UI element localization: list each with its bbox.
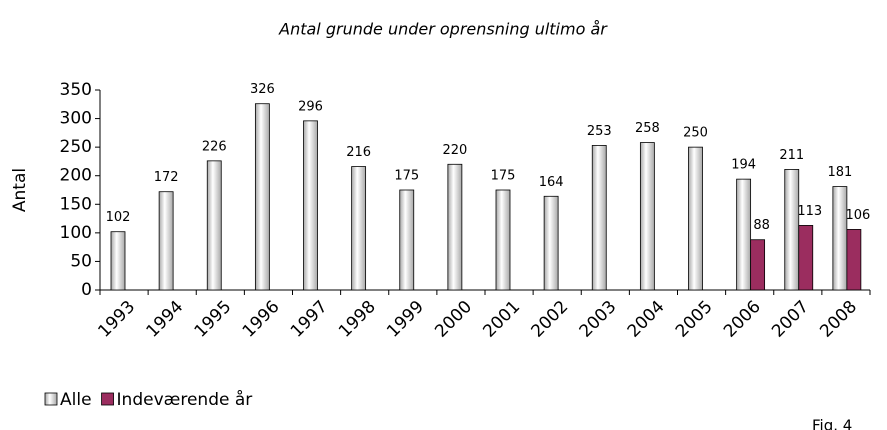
bar [206, 160, 222, 291]
value-label: 113 [797, 204, 822, 219]
bar [399, 189, 415, 291]
value-label: 326 [250, 82, 275, 97]
value-label: 175 [394, 169, 419, 184]
x-tick-label: 2003 [576, 297, 621, 342]
bar [495, 189, 511, 291]
y-axis-label: Antal [10, 168, 30, 212]
x-tick-label: 2008 [816, 297, 861, 342]
x-tick-label: 1998 [335, 297, 380, 342]
value-label: 164 [539, 175, 564, 190]
value-label: 250 [683, 126, 708, 141]
value-label: 253 [587, 124, 612, 139]
x-tick-label: 2007 [768, 297, 813, 342]
value-label: 226 [202, 139, 227, 154]
bar [784, 169, 800, 291]
y-tick-label: 200 [60, 166, 92, 186]
x-tick-label: 1995 [191, 297, 236, 342]
value-label: 102 [106, 210, 131, 225]
bar [832, 186, 848, 291]
x-tick-label: 1994 [143, 297, 188, 342]
bar [110, 231, 126, 291]
y-tick-label: 100 [60, 223, 92, 243]
value-label: 211 [779, 148, 804, 163]
bar [158, 191, 174, 291]
bar [543, 195, 559, 291]
bar [688, 146, 703, 291]
y-tick-label: 50 [70, 251, 92, 271]
legend-swatch [101, 392, 114, 406]
x-tick-label: 2004 [624, 297, 669, 342]
bar [750, 239, 766, 291]
x-tick-label: 2005 [672, 297, 717, 342]
bar [447, 163, 463, 291]
y-tick-label: 250 [60, 137, 92, 157]
value-label: 194 [731, 158, 756, 173]
x-tick-label: 2000 [431, 297, 476, 342]
x-tick-label: 1993 [94, 297, 139, 342]
bar [639, 142, 655, 291]
x-tick-label: 1996 [239, 297, 284, 342]
value-label: 172 [154, 170, 179, 185]
value-label: 220 [442, 143, 467, 158]
value-label: 296 [298, 99, 323, 114]
legend-label: Alle [60, 390, 92, 410]
x-tick-label: 2002 [528, 297, 573, 342]
bar [254, 103, 270, 291]
bar [303, 120, 318, 291]
x-tick-label: 1999 [383, 297, 428, 342]
value-label: 88 [753, 218, 770, 233]
bar [736, 178, 752, 291]
y-tick-label: 0 [81, 280, 92, 300]
bar [798, 225, 814, 291]
bar [351, 166, 367, 291]
bar [591, 145, 607, 291]
legend-swatch [44, 392, 58, 406]
y-tick-label: 150 [60, 194, 92, 214]
x-tick-label: 2001 [479, 297, 524, 342]
annotation: Fig. 4 [812, 417, 852, 430]
x-tick-label: 1997 [287, 297, 332, 342]
bar [846, 229, 862, 291]
y-tick-label: 300 [60, 109, 92, 129]
value-label: 181 [827, 165, 852, 180]
value-label: 175 [491, 169, 516, 184]
chart-title: Antal grunde under oprensning ultimo år [278, 20, 608, 39]
value-label: 258 [635, 121, 660, 136]
y-tick-label: 350 [60, 80, 92, 100]
value-label: 106 [845, 208, 870, 223]
value-label: 216 [346, 145, 371, 160]
legend-label: Indeværende år [117, 389, 253, 410]
x-tick-label: 2006 [720, 297, 765, 342]
